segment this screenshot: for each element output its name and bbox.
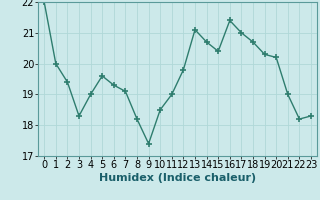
X-axis label: Humidex (Indice chaleur): Humidex (Indice chaleur) <box>99 173 256 183</box>
